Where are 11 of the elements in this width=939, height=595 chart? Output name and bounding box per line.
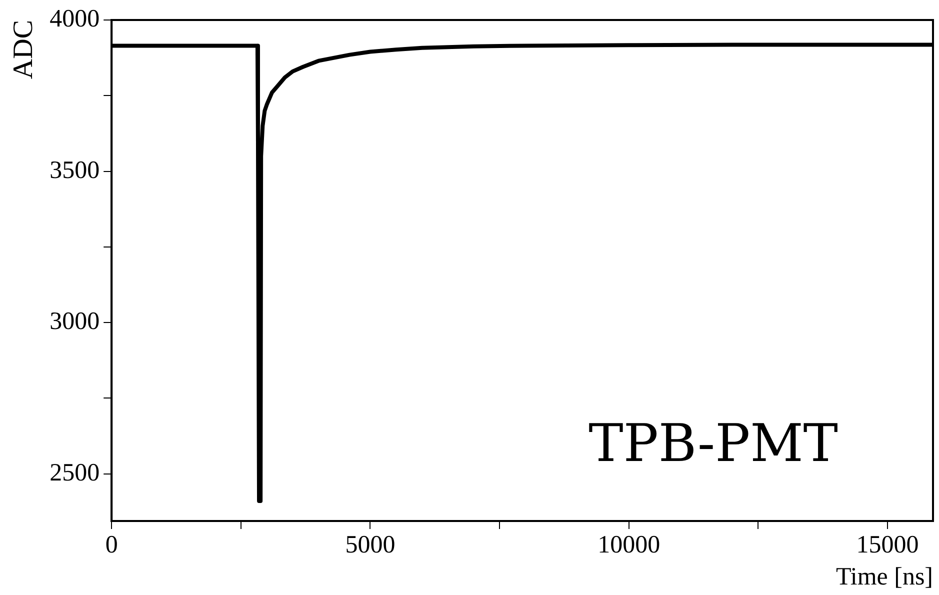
x-tick-label: 10000: [598, 532, 660, 559]
x-tick-label: 5000: [345, 532, 396, 559]
annotation: TPB-PMT: [588, 414, 838, 474]
y-tick-label: 3500: [50, 156, 100, 184]
x-axis-title: Time [ns]: [836, 564, 933, 591]
y-axis-title: ADC: [8, 20, 40, 80]
x-tick-label: 0: [105, 532, 118, 559]
y-tick-label: 2500: [50, 459, 100, 486]
y-tick-label: 4000: [50, 6, 100, 33]
y-tick-label: 3000: [50, 308, 100, 336]
x-tick-label: 15000: [856, 532, 919, 559]
